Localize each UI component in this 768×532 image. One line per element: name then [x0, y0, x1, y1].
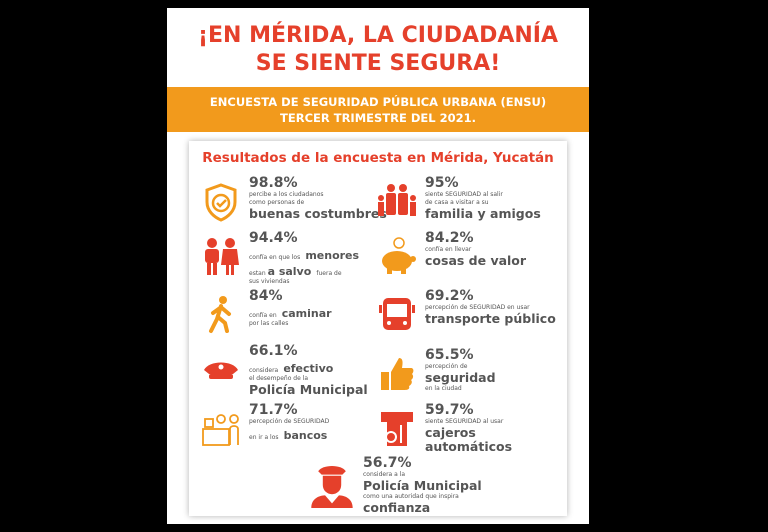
title-line-2: SE SIENTE SEGURA! — [255, 51, 501, 76]
piggy-bank-icon — [382, 237, 416, 274]
stat-text: siente SEGURIDAD al salir — [425, 191, 503, 198]
stat-highlight: cajeros automáticos — [425, 425, 513, 454]
stat-text: por las calles — [249, 320, 289, 327]
shield-check-icon — [205, 183, 237, 222]
stat-text: el desempeño de la — [249, 375, 309, 382]
stat-text: confía en — [249, 312, 277, 319]
stat-text: en la ciudad — [425, 385, 462, 392]
stat-text: como una autoridad que inspira — [363, 493, 459, 500]
atm-icon — [381, 412, 413, 446]
stat-highlight: buenas costumbres — [249, 206, 387, 221]
stat-text: confía en que los — [249, 254, 301, 261]
stat-text: siente SEGURIDAD al usar — [425, 418, 504, 425]
police-cap-icon — [204, 362, 238, 379]
stat-highlight: confianza — [363, 500, 431, 515]
stat-cosas-de-valor: 84.2% confía en llevar cosas de valor — [377, 231, 526, 277]
infographic-page: ¡EN MÉRIDA, LA CIUDADANÍA SE SIENTE SEGU… — [167, 8, 589, 524]
title-line-1: ¡EN MÉRIDA, LA CIUDADANÍA — [198, 23, 558, 48]
stat-highlight: bancos — [283, 429, 328, 442]
children-icon — [205, 238, 239, 275]
stat-policia-confianza: 56.7% considera a la Policía Municipal como… — [309, 456, 482, 515]
stat-text: fuera de — [316, 270, 342, 277]
stat-text: percepción de — [425, 363, 468, 370]
stat-percent: 59.7% — [425, 402, 474, 418]
stat-highlight: Policía Municipal — [249, 382, 368, 397]
stat-text: percepción de SEGURIDAD en usar — [425, 304, 530, 311]
stat-caminar: 84% confía en caminar por las calles — [201, 289, 332, 335]
stat-text: sus viviendas — [249, 278, 290, 285]
survey-band: ENCUESTA DE SEGURIDAD PÚBLICA URBANA (EN… — [167, 87, 589, 132]
stat-text: como personas de — [249, 199, 305, 206]
stat-percent: 66.1% — [249, 343, 298, 359]
stat-highlight: cosas de valor — [425, 253, 527, 268]
bank-counter-icon — [202, 414, 239, 446]
stat-text: percepción de SEGURIDAD — [249, 418, 330, 425]
stat-text: confía en llevar — [425, 246, 472, 253]
stat-percent: 84% — [249, 288, 283, 304]
stat-percent: 69.2% — [425, 288, 474, 304]
stat-highlight: a salvo — [267, 265, 312, 278]
thumbs-up-icon — [381, 358, 414, 390]
stat-bancos: 71.7% percepción de SEGURIDAD en ir a los … — [201, 403, 329, 449]
stat-percent: 65.5% — [425, 347, 474, 363]
stat-highlight: menores — [305, 249, 360, 262]
stat-highlight: efectivo — [283, 362, 334, 375]
stat-highlight: Policía Municipal — [363, 478, 482, 493]
stat-percent: 56.7% — [363, 455, 412, 471]
stat-text: de casa a visitar a su — [425, 199, 489, 206]
stat-percent: 71.7% — [249, 402, 298, 418]
stat-percent: 95% — [425, 175, 459, 191]
results-heading: Resultados de la encuesta en Mérida, Yuc… — [202, 150, 554, 166]
family-icon — [378, 184, 416, 216]
stat-policia-efectivo: 66.1% considera efectivo el desempeño de l… — [201, 344, 368, 397]
band-line-1: ENCUESTA DE SEGURIDAD PÚBLICA URBANA (EN… — [209, 95, 547, 109]
stat-percent: 84.2% — [425, 230, 474, 246]
main-title: ¡EN MÉRIDA, LA CIUDADANÍA SE SIENTE SEGU… — [167, 22, 589, 78]
stat-percent: 98.8% — [249, 175, 298, 191]
stat-text: percibe a los ciudadanos — [249, 191, 324, 198]
stat-buenas-costumbres: 98.8% percibe a los ciudadanos como person… — [201, 176, 387, 222]
results-card: Resultados de la encuesta en Mérida, Yuc… — [189, 141, 567, 516]
stat-highlight: seguridad — [425, 370, 496, 385]
stat-transporte-publico: 69.2% percepción de SEGURIDAD en usar tran… — [377, 289, 556, 335]
stat-familia-amigos: 95% siente SEGURIDAD al salir de casa a vi… — [377, 176, 541, 222]
stat-highlight: familia y amigos — [425, 206, 541, 221]
stat-highlight: caminar — [281, 307, 332, 320]
walking-icon — [209, 296, 231, 333]
police-officer-icon — [311, 466, 353, 508]
stat-text: considera a la — [363, 471, 406, 478]
stat-text: en ir a los — [249, 434, 279, 441]
stat-text: considera — [249, 367, 279, 374]
bus-icon — [379, 298, 415, 330]
stat-cajeros: 59.7% siente SEGURIDAD al usar cajeros aut… — [377, 403, 567, 454]
stat-percent: 94.4% — [249, 230, 298, 246]
stat-highlight: transporte público — [425, 311, 556, 326]
stat-menores-a-salvo: 94.4% confía en que los menores estan a sa… — [201, 231, 359, 286]
band-line-2: TERCER TRIMESTRE DEL 2021. — [280, 111, 476, 125]
stat-seguridad-ciudad: 65.5% percepción de seguridad en la ciudad — [377, 348, 496, 394]
